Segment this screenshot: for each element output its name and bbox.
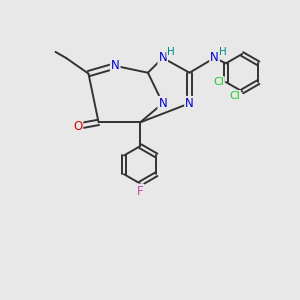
Text: F: F xyxy=(137,184,143,197)
Text: N: N xyxy=(111,59,120,72)
Text: Cl: Cl xyxy=(213,77,224,87)
Text: N: N xyxy=(158,97,167,110)
Text: N: N xyxy=(185,97,194,110)
Text: Cl: Cl xyxy=(229,91,240,101)
Text: H: H xyxy=(219,47,227,57)
Text: H: H xyxy=(167,47,175,57)
Text: N: N xyxy=(158,51,167,64)
Text: O: O xyxy=(73,120,83,133)
Text: N: N xyxy=(210,51,219,64)
